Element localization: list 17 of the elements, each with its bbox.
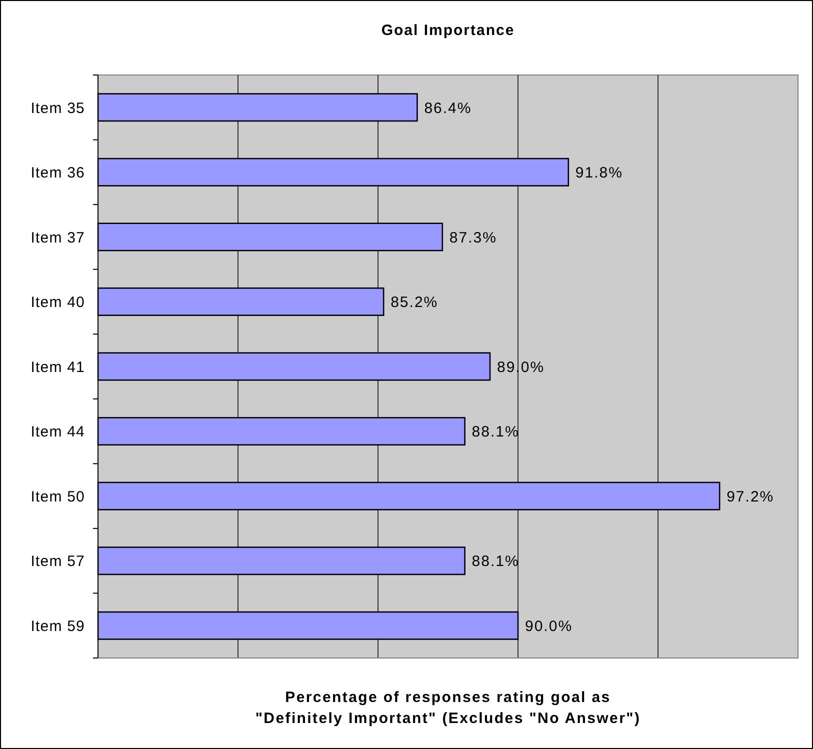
y-tick-label: Item 59 (30, 618, 85, 636)
y-tick-label: Item 36 (30, 164, 85, 182)
chart-title: Goal Importance (381, 22, 515, 39)
y-tick-label: Item 35 (30, 100, 85, 117)
data-label: 86.4% (424, 100, 472, 117)
data-label: 97.2% (726, 488, 774, 506)
data-label: 90.0% (525, 618, 573, 636)
data-label: 87.3% (449, 229, 497, 246)
x-axis-title: Percentage of responses rating goal as "Definitely Important" (Excludes "No Answer") (255, 689, 641, 727)
data-label: 85.2% (390, 294, 438, 312)
y-tick-label: Item 41 (30, 358, 85, 376)
y-tick-label: Item 37 (30, 229, 85, 246)
y-tick-label: Item 40 (30, 294, 85, 312)
data-label: 91.8% (575, 164, 623, 182)
y-tick-label: Item 50 (30, 488, 85, 506)
y-tick-label: Item 57 (30, 553, 85, 570)
y-tick-label: Item 44 (30, 424, 85, 441)
